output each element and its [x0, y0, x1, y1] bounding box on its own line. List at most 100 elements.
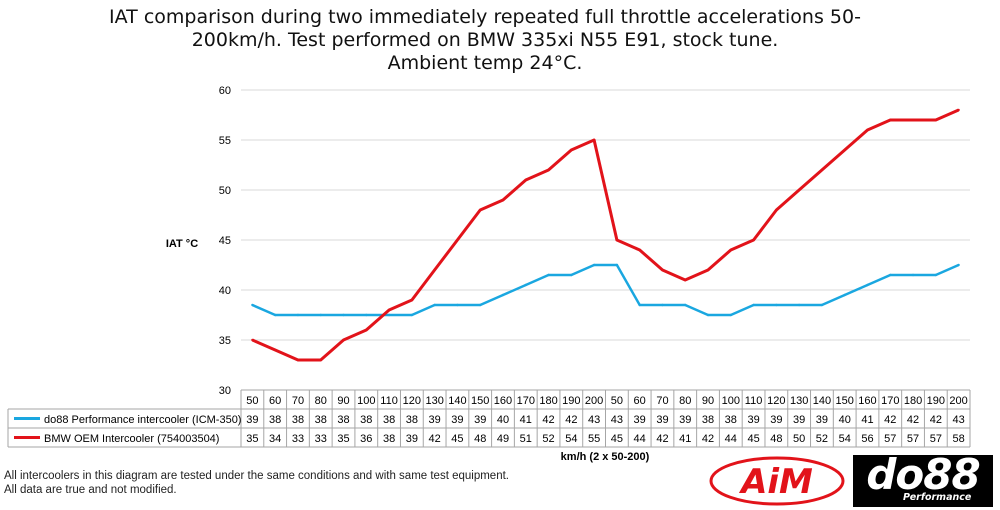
data-point [843, 148, 846, 152]
data-label: 42 [565, 414, 577, 426]
data-label: 38 [725, 414, 737, 426]
footnote: All intercoolers in this diagram are tes… [4, 469, 509, 497]
data-point [684, 303, 687, 307]
x-tick-label: 80 [679, 395, 691, 407]
data-point [296, 358, 300, 362]
data-label: 43 [952, 414, 964, 426]
data-point [684, 278, 687, 282]
data-label: 50 [793, 433, 805, 445]
data-label: 54 [565, 433, 577, 445]
data-label: 42 [429, 433, 441, 445]
data-label: 48 [474, 433, 486, 445]
data-point [547, 168, 550, 172]
y-tick-label: 45 [219, 235, 231, 247]
y-tick-label: 50 [219, 185, 231, 197]
data-label: 42 [884, 414, 896, 426]
data-label: 43 [588, 414, 600, 426]
x-tick-label: 140 [813, 395, 831, 407]
data-label: 57 [884, 433, 896, 445]
data-point [638, 248, 641, 252]
data-point [319, 313, 322, 317]
data-label: 36 [360, 433, 372, 445]
x-tick-label: 170 [881, 395, 899, 407]
data-point [433, 303, 436, 307]
data-point [592, 138, 596, 142]
data-label: 45 [611, 433, 623, 445]
data-point [365, 313, 368, 317]
x-tick-label: 60 [634, 395, 646, 407]
x-tick-label: 100 [722, 395, 740, 407]
y-tick-label: 40 [219, 285, 231, 297]
x-tick-label: 70 [656, 395, 668, 407]
data-point [410, 298, 414, 302]
legend-entry: BMW OEM Intercooler (754003504) [44, 433, 219, 445]
data-label: 48 [770, 433, 782, 445]
data-point [911, 273, 915, 277]
x-tick-label: 110 [380, 395, 398, 407]
x-tick-label: 130 [790, 395, 808, 407]
data-label: 45 [451, 433, 463, 445]
data-point [911, 118, 915, 122]
x-tick-label: 60 [269, 395, 281, 407]
data-label: 41 [520, 414, 532, 426]
data-label: 33 [292, 433, 304, 445]
data-label: 39 [451, 414, 463, 426]
data-point [775, 208, 778, 212]
data-point [387, 308, 391, 312]
do88-logo-text: do88 [866, 450, 980, 499]
data-point [342, 313, 345, 317]
x-tick-label: 200 [585, 395, 603, 407]
data-point [387, 313, 391, 317]
data-point [752, 303, 755, 307]
x-tick-label: 170 [517, 395, 535, 407]
data-label: 56 [861, 433, 873, 445]
data-label: 57 [907, 433, 919, 445]
x-tick-label: 180 [539, 395, 557, 407]
data-point [889, 273, 892, 277]
aim-logo-text: AiM [738, 462, 813, 502]
data-label: 44 [725, 433, 737, 445]
data-point [729, 313, 732, 317]
title-line-2: 200km/h. Test performed on BMW 335xi N55… [191, 29, 779, 51]
data-point [615, 263, 619, 267]
data-label: 39 [793, 414, 805, 426]
data-label: 57 [930, 433, 942, 445]
data-label: 45 [747, 433, 759, 445]
data-label: 39 [429, 414, 441, 426]
data-point [820, 303, 824, 307]
data-point [547, 273, 550, 277]
data-point [775, 303, 778, 307]
data-point [296, 313, 300, 317]
data-point [934, 273, 938, 277]
x-tick-label: 100 [357, 395, 375, 407]
x-tick-label: 200 [949, 395, 967, 407]
data-point [797, 303, 801, 307]
data-label: 38 [406, 414, 418, 426]
series-line [251, 108, 960, 362]
data-label: 44 [634, 433, 646, 445]
data-point [592, 263, 596, 267]
y-tick-label: 35 [219, 335, 231, 347]
x-tick-label: 50 [246, 395, 258, 407]
data-label: 55 [588, 433, 600, 445]
data-point [479, 208, 482, 212]
data-label: 42 [930, 414, 942, 426]
data-point [570, 273, 573, 277]
data-label: 42 [656, 433, 668, 445]
y-tick-label: 60 [219, 85, 231, 97]
data-label: 39 [679, 414, 691, 426]
data-label: 38 [315, 414, 327, 426]
data-point [501, 198, 505, 202]
data-label: 39 [816, 414, 828, 426]
data-label: 43 [611, 414, 623, 426]
y-axis-ticks: 30 35 40 45 50 55 60 [219, 85, 231, 397]
x-tick-label: 80 [315, 395, 327, 407]
legend-entry: do88 Performance intercooler (ICM-350) [44, 414, 241, 426]
data-point [456, 238, 459, 242]
data-label: 52 [542, 433, 554, 445]
x-tick-label: 50 [611, 395, 623, 407]
data-label: 52 [816, 433, 828, 445]
data-label: 38 [337, 414, 349, 426]
data-point [661, 268, 664, 272]
aim-logo: AiM [709, 456, 845, 506]
